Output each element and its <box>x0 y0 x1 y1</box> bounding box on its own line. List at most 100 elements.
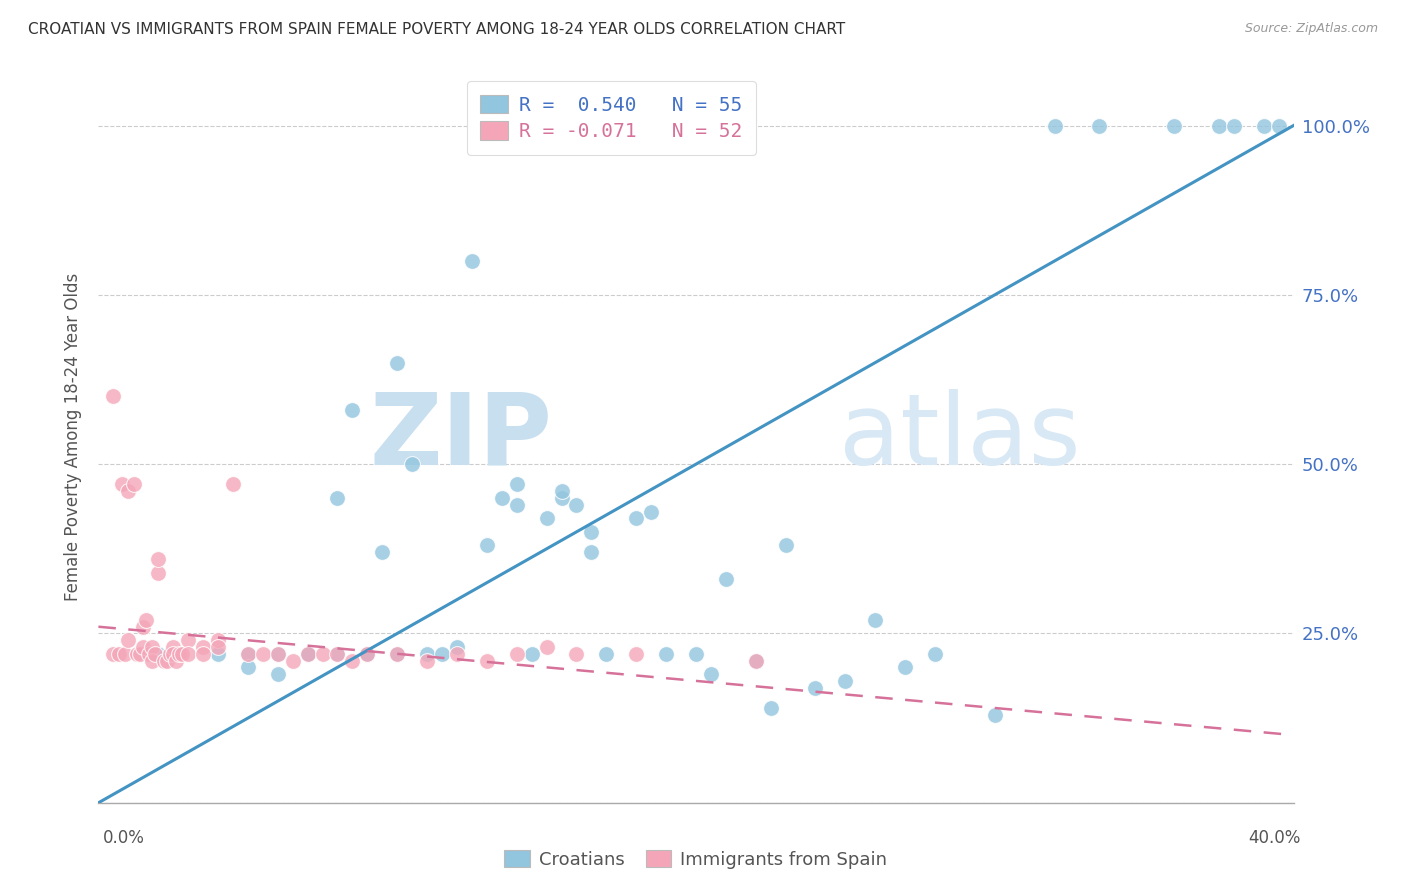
Point <box>326 491 349 505</box>
Point <box>655 647 678 661</box>
Point <box>162 647 184 661</box>
Point <box>297 647 319 661</box>
Point <box>267 667 290 681</box>
Point <box>177 633 200 648</box>
Point <box>385 647 409 661</box>
Point <box>148 647 170 661</box>
Point <box>342 654 364 668</box>
Y-axis label: Female Poverty Among 18-24 Year Olds: Female Poverty Among 18-24 Year Olds <box>65 273 83 601</box>
Point <box>565 498 588 512</box>
Point <box>356 647 378 661</box>
Text: CROATIAN VS IMMIGRANTS FROM SPAIN FEMALE POVERTY AMONG 18-24 YEAR OLDS CORRELATI: CROATIAN VS IMMIGRANTS FROM SPAIN FEMALE… <box>28 22 845 37</box>
Point <box>153 654 176 668</box>
Point <box>207 647 229 661</box>
Point <box>222 477 245 491</box>
Point <box>162 640 184 654</box>
Text: Source: ZipAtlas.com: Source: ZipAtlas.com <box>1244 22 1378 36</box>
Point <box>141 654 163 668</box>
Point <box>595 647 617 661</box>
Point <box>326 647 349 661</box>
Point <box>461 254 484 268</box>
Point <box>135 613 157 627</box>
Point <box>385 355 409 369</box>
Point <box>267 647 290 661</box>
Point <box>132 620 155 634</box>
Point <box>132 640 155 654</box>
Point <box>745 654 768 668</box>
Point <box>865 613 887 627</box>
Point <box>550 484 572 499</box>
Point <box>177 647 200 661</box>
Point <box>117 633 139 648</box>
Point <box>138 647 160 661</box>
Point <box>1223 119 1246 133</box>
Point <box>1208 119 1230 133</box>
Point <box>236 647 259 661</box>
Point <box>127 647 149 661</box>
Point <box>401 457 423 471</box>
Point <box>103 647 125 661</box>
Point <box>984 707 1007 722</box>
Point <box>475 538 498 552</box>
Point <box>626 511 648 525</box>
Point <box>759 701 782 715</box>
Point <box>550 491 572 505</box>
Point <box>103 389 125 403</box>
Text: ZIP: ZIP <box>370 389 553 485</box>
Point <box>894 660 917 674</box>
Point <box>416 654 439 668</box>
Point <box>1163 119 1185 133</box>
Point <box>700 667 723 681</box>
Point <box>536 640 558 654</box>
Point <box>581 545 603 559</box>
Point <box>167 647 190 661</box>
Point <box>1267 119 1289 133</box>
Point <box>114 647 136 661</box>
Point <box>745 654 768 668</box>
Point <box>297 647 319 661</box>
Point <box>804 681 827 695</box>
Point <box>267 647 290 661</box>
Point <box>236 660 259 674</box>
Point <box>111 477 134 491</box>
Point <box>640 505 662 519</box>
Point <box>385 647 409 661</box>
Point <box>506 498 529 512</box>
Point <box>281 654 304 668</box>
Point <box>475 654 498 668</box>
Point <box>714 572 737 586</box>
Point <box>520 647 543 661</box>
Point <box>371 545 394 559</box>
Point <box>141 640 163 654</box>
Point <box>143 647 166 661</box>
Point <box>834 673 856 688</box>
Point <box>326 647 349 661</box>
Point <box>685 647 707 661</box>
Point <box>342 403 364 417</box>
Point <box>191 640 214 654</box>
Point <box>1253 119 1275 133</box>
Point <box>156 654 179 668</box>
Point <box>129 647 152 661</box>
Point <box>446 647 468 661</box>
Point <box>506 647 529 661</box>
Point <box>191 647 214 661</box>
Point <box>581 524 603 539</box>
Point <box>446 640 468 654</box>
Point <box>1088 119 1111 133</box>
Point <box>506 477 529 491</box>
Legend: Croatians, Immigrants from Spain: Croatians, Immigrants from Spain <box>495 841 897 878</box>
Point <box>416 647 439 661</box>
Point <box>565 647 588 661</box>
Point <box>108 647 131 661</box>
Point <box>430 647 453 661</box>
Point <box>924 647 946 661</box>
Point <box>148 552 170 566</box>
Point <box>356 647 378 661</box>
Text: 40.0%: 40.0% <box>1249 829 1301 847</box>
Text: 0.0%: 0.0% <box>103 829 145 847</box>
Point <box>236 647 259 661</box>
Point <box>172 647 194 661</box>
Point <box>165 654 187 668</box>
Point <box>148 566 170 580</box>
